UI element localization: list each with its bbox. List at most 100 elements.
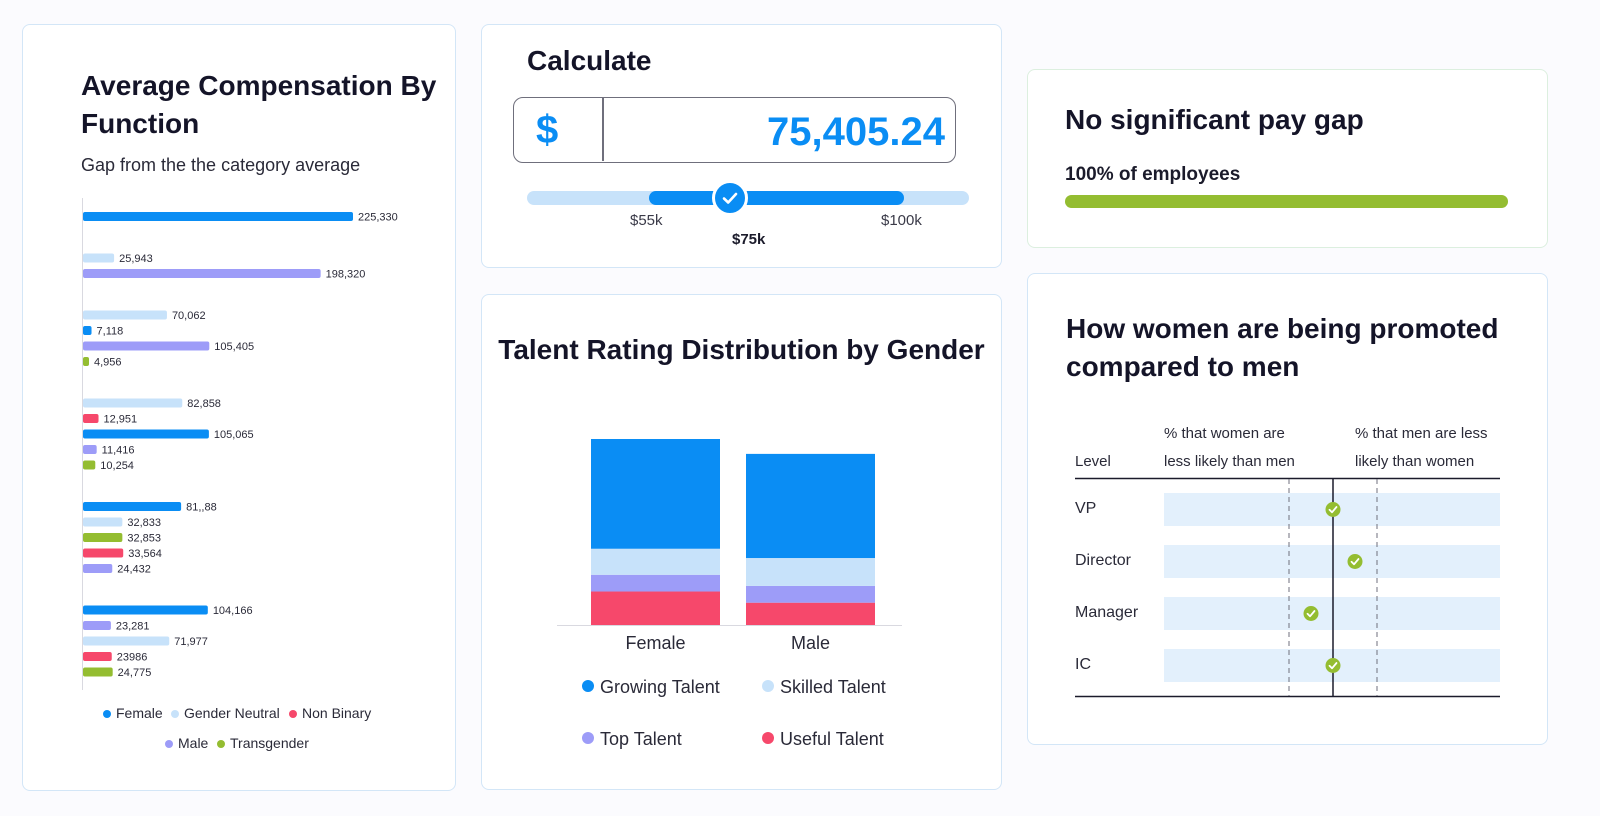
salary-slider-thumb[interactable] (712, 180, 749, 216)
comp-bar-gender-neutral (83, 636, 170, 646)
talent-legend-useful-talent: Useful Talent (762, 729, 884, 750)
promotion-row-band (1164, 545, 1500, 578)
comp-bar-value-label: 225,330 (358, 212, 398, 224)
comp-bar-value-label: 104,166 (213, 605, 253, 617)
level-label-ic: IC (1075, 656, 1091, 673)
comp-bar-value-label: 4,956 (94, 357, 122, 369)
legend-item-gender-neutral: Gender Neutral (171, 705, 280, 721)
salary-slider-range[interactable] (649, 191, 904, 205)
talent-rating-chart: Female Male (557, 439, 902, 653)
comp-bar-value-label: 12,951 (104, 414, 138, 426)
level-column-header: Level (1075, 453, 1111, 470)
men-column-header-line1: % that men are less (1355, 425, 1488, 442)
comp-bar-value-label: 70,062 (172, 310, 206, 322)
legend-label: Female (116, 705, 163, 721)
legend-label: Transgender (230, 735, 309, 751)
comp-bar-value-label: 25,943 (119, 253, 153, 265)
legend-item-male: Male (165, 735, 208, 751)
comp-bar-value-label: 11,416 (102, 445, 135, 457)
comp-bar-value-label: 32,853 (127, 533, 161, 545)
amount-input[interactable]: $ 75,405.24 (513, 97, 956, 163)
check-marker-icon (1325, 502, 1341, 517)
comp-bar-value-label: 7,118 (97, 326, 124, 338)
avg-compensation-title: Average Compensation By Function (81, 70, 437, 139)
pay-gap-title: No significant pay gap (1065, 104, 1364, 135)
comp-bar-value-label: 71,977 (174, 636, 208, 648)
comp-bar-female (83, 212, 353, 221)
comp-bar-value-label: 24,432 (117, 564, 151, 576)
comp-bar-gender-neutral (83, 398, 183, 408)
talent-category-label: Female (625, 633, 685, 653)
talent-rating-card: Talent Rating Distribution by Gender Fem… (481, 294, 1002, 790)
comp-bar-female (83, 429, 209, 439)
amount-divider (602, 98, 604, 161)
promotion-card: How women are being promoted compared to… (1027, 273, 1548, 745)
promotion-row-band (1164, 597, 1500, 630)
legend-label: Skilled Talent (780, 677, 886, 697)
legend-item-female: Female (103, 705, 163, 721)
talent-segment-growing-talent (591, 439, 720, 549)
legend-item-non-binary: Non Binary (289, 705, 371, 721)
level-label-director: Director (1075, 552, 1132, 569)
legend-dot-icon (289, 710, 297, 719)
avg-compensation-subtitle: Gap from the the category average (81, 155, 361, 175)
talent-segment-top-talent (746, 585, 875, 603)
comp-bar-transgender (83, 357, 89, 366)
talent-segment-growing-talent (746, 453, 875, 559)
comp-bar-non-binary (83, 548, 124, 558)
promotion-title: How women are being promoted compared to… (1066, 313, 1499, 382)
pay-gap-progress (1065, 195, 1508, 208)
comp-bar-non-binary (83, 414, 99, 423)
comp-bar-value-label: 24,775 (118, 667, 152, 679)
avg-compensation-card: Average Compensation By Function Gap fro… (22, 24, 456, 791)
legend-label: Top Talent (600, 729, 682, 749)
talent-legend-growing-talent: Growing Talent (582, 677, 720, 698)
comp-bar-gender-neutral (83, 310, 167, 320)
comp-bar-male (83, 621, 111, 630)
talent-segment-skilled-talent (746, 558, 875, 586)
comp-bar-value-label: 32,833 (127, 517, 161, 529)
talent-segment-useful-talent (746, 602, 875, 625)
legend-dot-icon (103, 710, 111, 719)
men-column-header-line2: likely than women (1355, 453, 1475, 470)
legend-dot-icon (582, 732, 594, 744)
comp-bar-male (83, 564, 113, 573)
legend-dot-icon (582, 680, 594, 692)
comp-bar-value-label: 81,,88 (186, 502, 217, 514)
calculate-title: Calculate (527, 45, 652, 76)
comp-bar-male (83, 445, 97, 454)
comp-bar-value-label: 105,065 (214, 429, 254, 441)
comp-bar-female (83, 605, 208, 615)
comp-bar-transgender (83, 667, 113, 677)
slider-value-label: $75k (732, 231, 766, 248)
slider-max-label: $100k (881, 212, 922, 229)
pay-gap-label: 100% of employees (1065, 164, 1241, 185)
legend-dot-icon (762, 680, 774, 692)
talent-rating-title: Talent Rating Distribution by Gender (498, 334, 985, 365)
talent-segment-top-talent (591, 574, 720, 592)
legend-item-transgender: Transgender (217, 735, 309, 751)
comp-bar-transgender (83, 460, 96, 470)
comp-bar-transgender (83, 533, 123, 542)
pay-gap-card: No significant pay gap 100% of employees (1027, 69, 1548, 248)
legend-dot-icon (762, 732, 774, 744)
level-label-manager: Manager (1075, 604, 1139, 621)
legend-dot-icon (171, 710, 179, 719)
comp-bar-value-label: 198,320 (326, 269, 366, 281)
comp-bar-value-label: 10,254 (100, 460, 134, 472)
comp-bar-non-binary (83, 652, 112, 661)
talent-legend-top-talent: Top Talent (582, 729, 682, 750)
comp-bar-female (83, 502, 182, 511)
currency-symbol: $ (536, 108, 559, 152)
pay-gap-progress-fill (1065, 195, 1508, 208)
comp-bar-male (83, 341, 210, 351)
check-marker-icon (1347, 554, 1363, 569)
comp-bar-gender-neutral (83, 517, 123, 527)
talent-segment-useful-talent (591, 591, 720, 625)
women-column-header-line1: % that women are (1164, 425, 1285, 442)
avg-compensation-chart: 225,330 25,943 198,320 70,062 7,118 105,405 4,… (82, 198, 398, 690)
legend-dot-icon (165, 740, 173, 749)
check-icon (723, 192, 738, 204)
promotion-chart (1075, 477, 1500, 698)
women-column-header-line2: less likely than men (1164, 453, 1295, 470)
